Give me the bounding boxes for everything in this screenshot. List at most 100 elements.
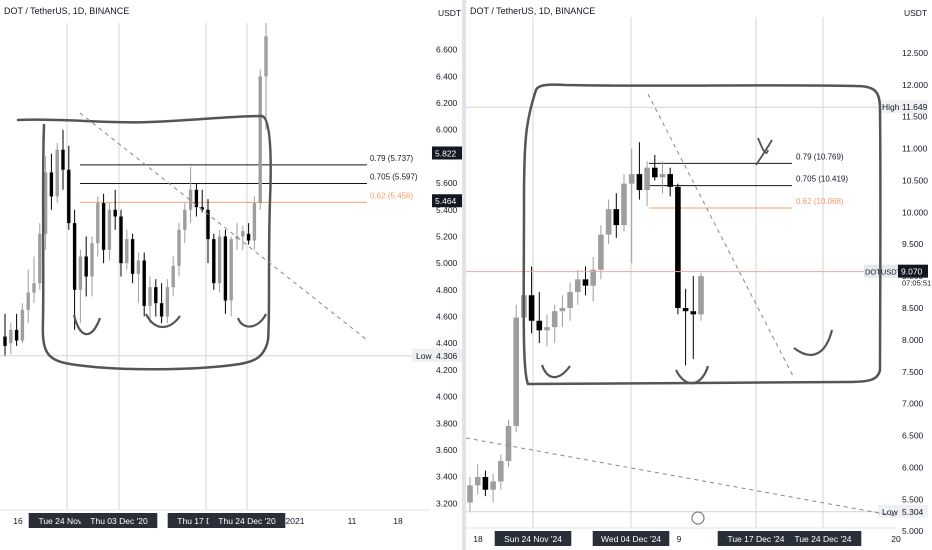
x-tick-highlight xyxy=(592,531,670,546)
y-axis: 6.6006.4006.2006.0005.8005.6005.4005.200… xyxy=(436,45,458,509)
candle-body xyxy=(194,189,199,208)
candle-body xyxy=(107,209,112,250)
price-label-box xyxy=(432,146,462,160)
y-tick-label: 11.000 xyxy=(902,144,928,154)
x-tick-label: 20 xyxy=(891,534,901,544)
right-chart-panel[interactable]: DOT / TetherUS, 1D, BINANCE USDT 12.500 1… xyxy=(466,0,932,550)
candle-body xyxy=(590,269,596,286)
candle-body xyxy=(177,229,181,266)
candle-body xyxy=(621,183,627,226)
left-currency-label: USDT xyxy=(438,8,461,18)
candle-body xyxy=(675,186,681,309)
candle-body xyxy=(652,167,658,178)
candle-body xyxy=(241,231,245,237)
fib-level-label: 0.705 (5.597) xyxy=(370,173,418,182)
drawn-curve xyxy=(540,364,571,379)
candle-body xyxy=(690,311,697,315)
candle-body xyxy=(217,236,222,284)
y-tick-label: 5.000 xyxy=(902,526,924,536)
y-tick-label: 12.000 xyxy=(902,80,928,90)
candle-body xyxy=(142,260,146,306)
y-tick-label: 4.800 xyxy=(436,285,458,295)
candle-body xyxy=(96,203,100,244)
candle-body xyxy=(264,36,268,77)
candle-body xyxy=(67,169,71,224)
drawn-curve xyxy=(793,329,834,356)
candle-body xyxy=(183,209,187,230)
candle-body xyxy=(165,287,170,317)
left-chart-panel[interactable]: DOT / TetherUS, 1D, BINANCE USDT 6.600 6.… xyxy=(0,0,462,550)
low-label: Low xyxy=(416,351,432,361)
candle-body xyxy=(528,295,535,321)
candle-body xyxy=(84,256,88,277)
y-tick-label: 10.000 xyxy=(902,207,928,217)
candle-body xyxy=(148,287,152,306)
price-label: 9.070 xyxy=(901,267,923,277)
drawn-curve xyxy=(675,365,710,385)
x-tick-label: 9 xyxy=(677,534,682,544)
left-chart[interactable]: DOT / TetherUS, 1D, BINANCE USDT 6.600 6.… xyxy=(0,0,462,550)
candle-body xyxy=(698,276,704,315)
y-tick-label: 6.000 xyxy=(902,462,924,472)
price-label-box xyxy=(432,194,462,208)
x-tick-label: 18 xyxy=(393,516,403,526)
y-tick-label: 8.500 xyxy=(902,303,924,313)
candle-body xyxy=(14,329,19,341)
lightning-icon[interactable] xyxy=(691,511,705,525)
candle-body xyxy=(188,189,193,210)
candle-body xyxy=(136,260,141,274)
left-chart-title: DOT / TetherUS, 1D, BINANCE xyxy=(4,6,129,16)
candle-body xyxy=(130,239,135,274)
candle-body xyxy=(536,320,543,331)
candle-body xyxy=(667,174,673,187)
candle-body xyxy=(567,292,573,309)
panel-divider[interactable] xyxy=(462,0,466,550)
candle-body xyxy=(113,209,117,217)
right-currency-label: USDT xyxy=(904,8,927,18)
candle-body xyxy=(38,233,42,284)
y-tick-label: 5.600 xyxy=(436,178,458,188)
right-chart[interactable]: DOT / TetherUS, 1D, BINANCE USDT 12.5001… xyxy=(466,0,932,550)
x-tick-highlight xyxy=(80,513,158,528)
y-tick-label: 8.000 xyxy=(902,335,924,345)
y-tick-label: 5.500 xyxy=(902,494,924,504)
y-tick-label: 4.400 xyxy=(436,338,458,348)
candle-body xyxy=(90,243,94,277)
candle-body xyxy=(26,292,30,310)
price-label: 5.822 xyxy=(435,148,457,158)
candle-body xyxy=(605,209,612,235)
y-tick-label: 3.800 xyxy=(436,418,458,428)
drawn-box xyxy=(522,83,882,386)
y-tick-label: 4.000 xyxy=(436,392,458,402)
x-tick-label: Thu 03 Dec '20 xyxy=(90,516,148,526)
candle-body xyxy=(171,265,175,288)
low-label: Low xyxy=(882,507,898,517)
x-tick-label: Tue 24 Nov '20 xyxy=(38,516,95,526)
y-tick-label: 3.600 xyxy=(436,445,458,455)
y-tick-label: 6.600 xyxy=(436,45,458,55)
y-tick-label: 4.600 xyxy=(436,312,458,322)
candle-body xyxy=(32,283,36,293)
low-value: 4.306 xyxy=(436,351,458,361)
x-tick-highlight xyxy=(494,531,572,546)
candles xyxy=(467,142,704,513)
y-tick-label: 6.000 xyxy=(436,125,458,135)
candle-body xyxy=(55,149,59,197)
price-label: 5.464 xyxy=(435,196,457,206)
countdown-label: 07:05:51 xyxy=(902,279,931,288)
price-label-box xyxy=(898,264,928,278)
trend-line xyxy=(466,437,897,517)
drawn-curve xyxy=(145,313,181,329)
drawn-box xyxy=(16,114,272,371)
symbol-label: DOTUSDT xyxy=(865,268,902,277)
high-value: 11.649 xyxy=(902,102,928,112)
y-tick-label: 6.500 xyxy=(902,431,924,441)
x-tick-highlight xyxy=(784,531,862,546)
candle-body xyxy=(490,481,496,490)
y-tick-label: 7.000 xyxy=(902,399,924,409)
candle-body xyxy=(598,234,604,270)
candle-body xyxy=(467,485,473,503)
x-tick-label: Tue 24 Dec '24 xyxy=(794,534,851,544)
